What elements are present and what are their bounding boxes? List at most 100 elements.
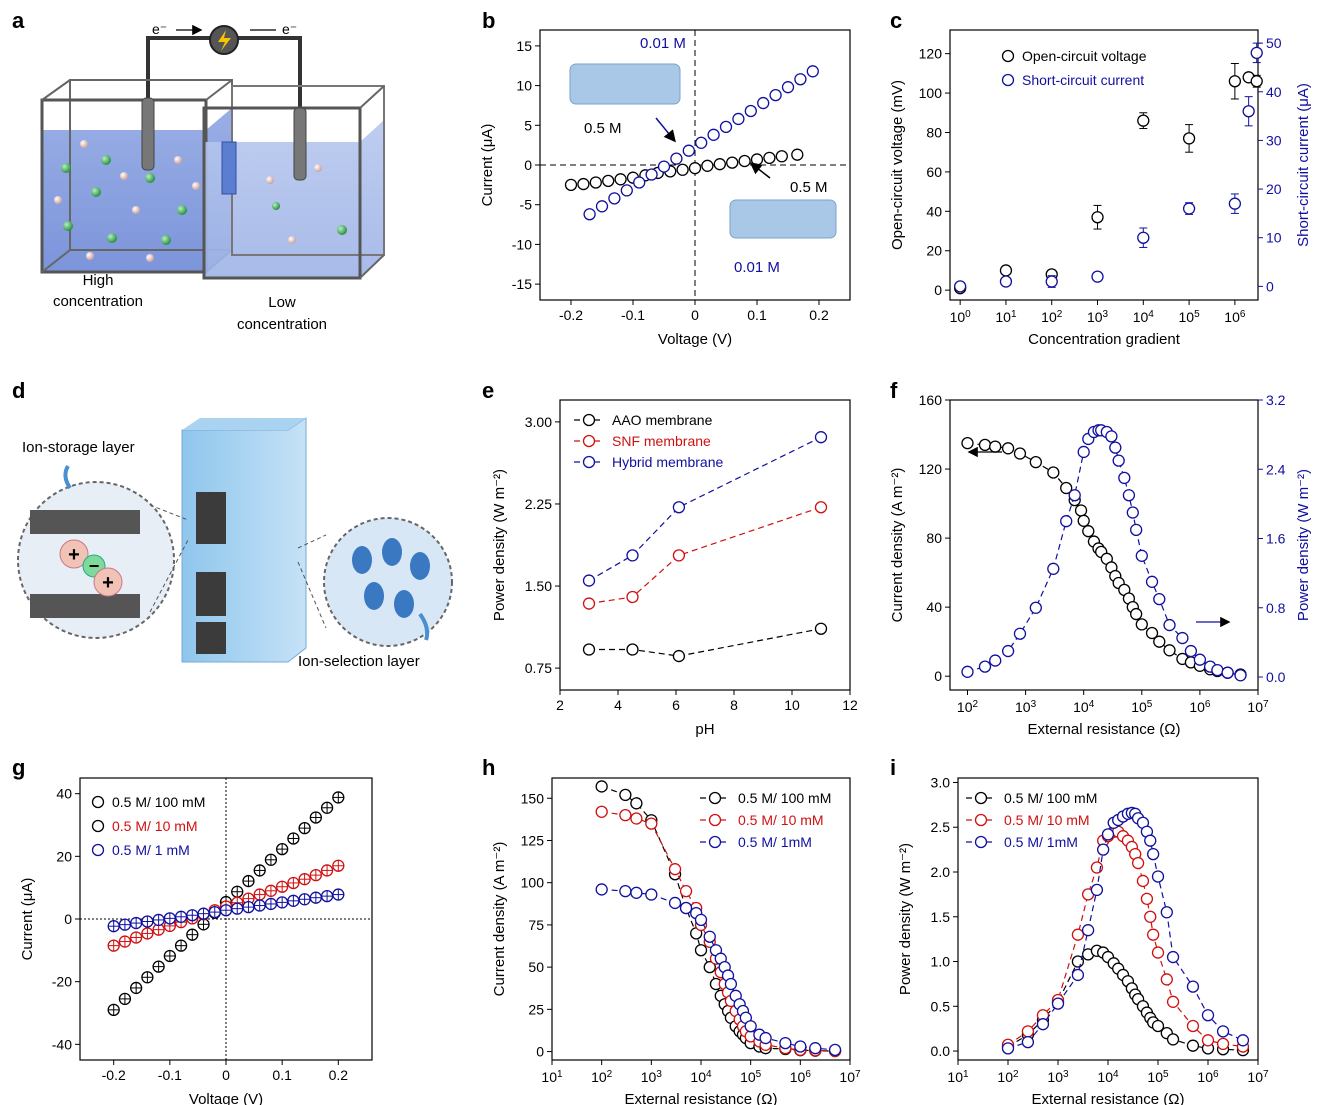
data-point (814, 501, 828, 514)
ion-selection-label: Ion-selection layer (298, 653, 420, 670)
y-axis-label: Current (μA) (19, 878, 36, 961)
membrane-slab-top (182, 418, 306, 430)
data-point (668, 863, 682, 876)
tick-label: 40 (56, 786, 72, 802)
tick-label: 0 (934, 668, 942, 684)
data-point (1234, 669, 1247, 682)
data-point (1105, 430, 1118, 443)
data-point (688, 162, 702, 175)
channel-wall-top (30, 510, 140, 534)
legend-label: Short-circuit current (1022, 72, 1144, 88)
data-point (582, 643, 596, 656)
data-point (595, 200, 609, 213)
legend-marker (974, 791, 988, 805)
tick-label: -15 (512, 276, 532, 292)
tick-label: 102 (957, 699, 979, 716)
tick-label: 2.4 (1266, 461, 1286, 477)
data-point (763, 151, 776, 165)
data-point (564, 178, 578, 192)
data-point (1090, 883, 1104, 897)
data-point (1077, 445, 1090, 459)
plot-frame (949, 29, 1259, 301)
data-point (1074, 504, 1088, 517)
legend-marker (582, 455, 596, 469)
data-point (726, 156, 739, 169)
legend-marker (974, 813, 988, 827)
storage-layer-block (196, 572, 226, 616)
y-axis-label: Current (μA) (479, 124, 496, 207)
y-axis-label: Power density (W m⁻²) (897, 843, 914, 995)
data-point (1163, 644, 1176, 657)
data-point (1145, 575, 1159, 588)
annotation: 0.01 M (640, 35, 686, 52)
electrode-left (141, 97, 155, 171)
green-ion (145, 173, 155, 183)
tick-label: 80 (926, 124, 942, 140)
data-point (713, 158, 726, 171)
pore-icon (352, 546, 372, 574)
data-point (1163, 618, 1176, 632)
data-point (814, 622, 828, 635)
tick-label: 10 (1266, 230, 1282, 246)
data-point (668, 896, 682, 910)
data-point (1060, 481, 1073, 495)
data-point (577, 177, 590, 191)
tick-label: 150 (521, 790, 545, 806)
data-point (589, 176, 602, 189)
data-point (779, 1036, 792, 1050)
tick-label: 101 (995, 309, 1017, 326)
data-point (1082, 525, 1095, 538)
green-ion (337, 225, 347, 235)
legend-marker (1001, 49, 1015, 63)
data-point (775, 150, 788, 163)
x-axis-label: pH (695, 721, 714, 738)
data-point (1228, 75, 1242, 88)
data-point (703, 960, 716, 974)
channel-wall-bottom (30, 594, 140, 618)
y-axis-label: Current density (A m⁻²) (491, 842, 508, 997)
data-point (954, 280, 967, 293)
tick-label: 120 (919, 46, 943, 62)
zoom-line (297, 534, 327, 549)
data-point (1250, 75, 1263, 88)
tick-label: -0.1 (621, 307, 645, 323)
data-point (1029, 601, 1042, 614)
data-point (1147, 847, 1160, 861)
data-point (626, 590, 639, 604)
tick-label: 3.0 (931, 774, 951, 790)
data-point (657, 160, 671, 173)
green-ion (161, 235, 171, 245)
cation-sign: + (102, 572, 114, 594)
data-point (608, 192, 621, 205)
y2-axis-label: Short-circuit current (μA) (1295, 83, 1312, 247)
legend-label: 0.5 M/ 10 mM (1004, 812, 1090, 828)
data-point (1147, 928, 1160, 941)
cation-icon (93, 567, 123, 597)
data-point (1131, 856, 1145, 870)
data-point (1051, 997, 1065, 1010)
electrode-right (293, 107, 307, 181)
data-point (679, 884, 693, 898)
magnifier-right (323, 517, 453, 647)
data-point (645, 168, 658, 181)
pore-icon (410, 552, 430, 580)
data-point (961, 437, 974, 450)
data-point (1091, 211, 1104, 224)
panel-label-b: b (482, 8, 495, 33)
data-point (732, 112, 745, 126)
data-point (1151, 946, 1165, 959)
tick-label: 105 (1179, 309, 1201, 326)
panel-label-i: i (890, 755, 896, 780)
legend-label: 0.5 M/ 10 mM (112, 818, 198, 834)
legend-marker (91, 843, 105, 857)
data-point (999, 275, 1013, 288)
data-point (1182, 202, 1196, 215)
data-point (1101, 828, 1115, 841)
tick-label: 104 (1133, 309, 1155, 326)
red-ion (120, 172, 128, 180)
data-point (1122, 489, 1136, 502)
high-concentration-label-2: concentration (53, 293, 143, 310)
data-point (1077, 514, 1090, 527)
data-point (828, 1043, 842, 1057)
data-point (1109, 441, 1122, 454)
